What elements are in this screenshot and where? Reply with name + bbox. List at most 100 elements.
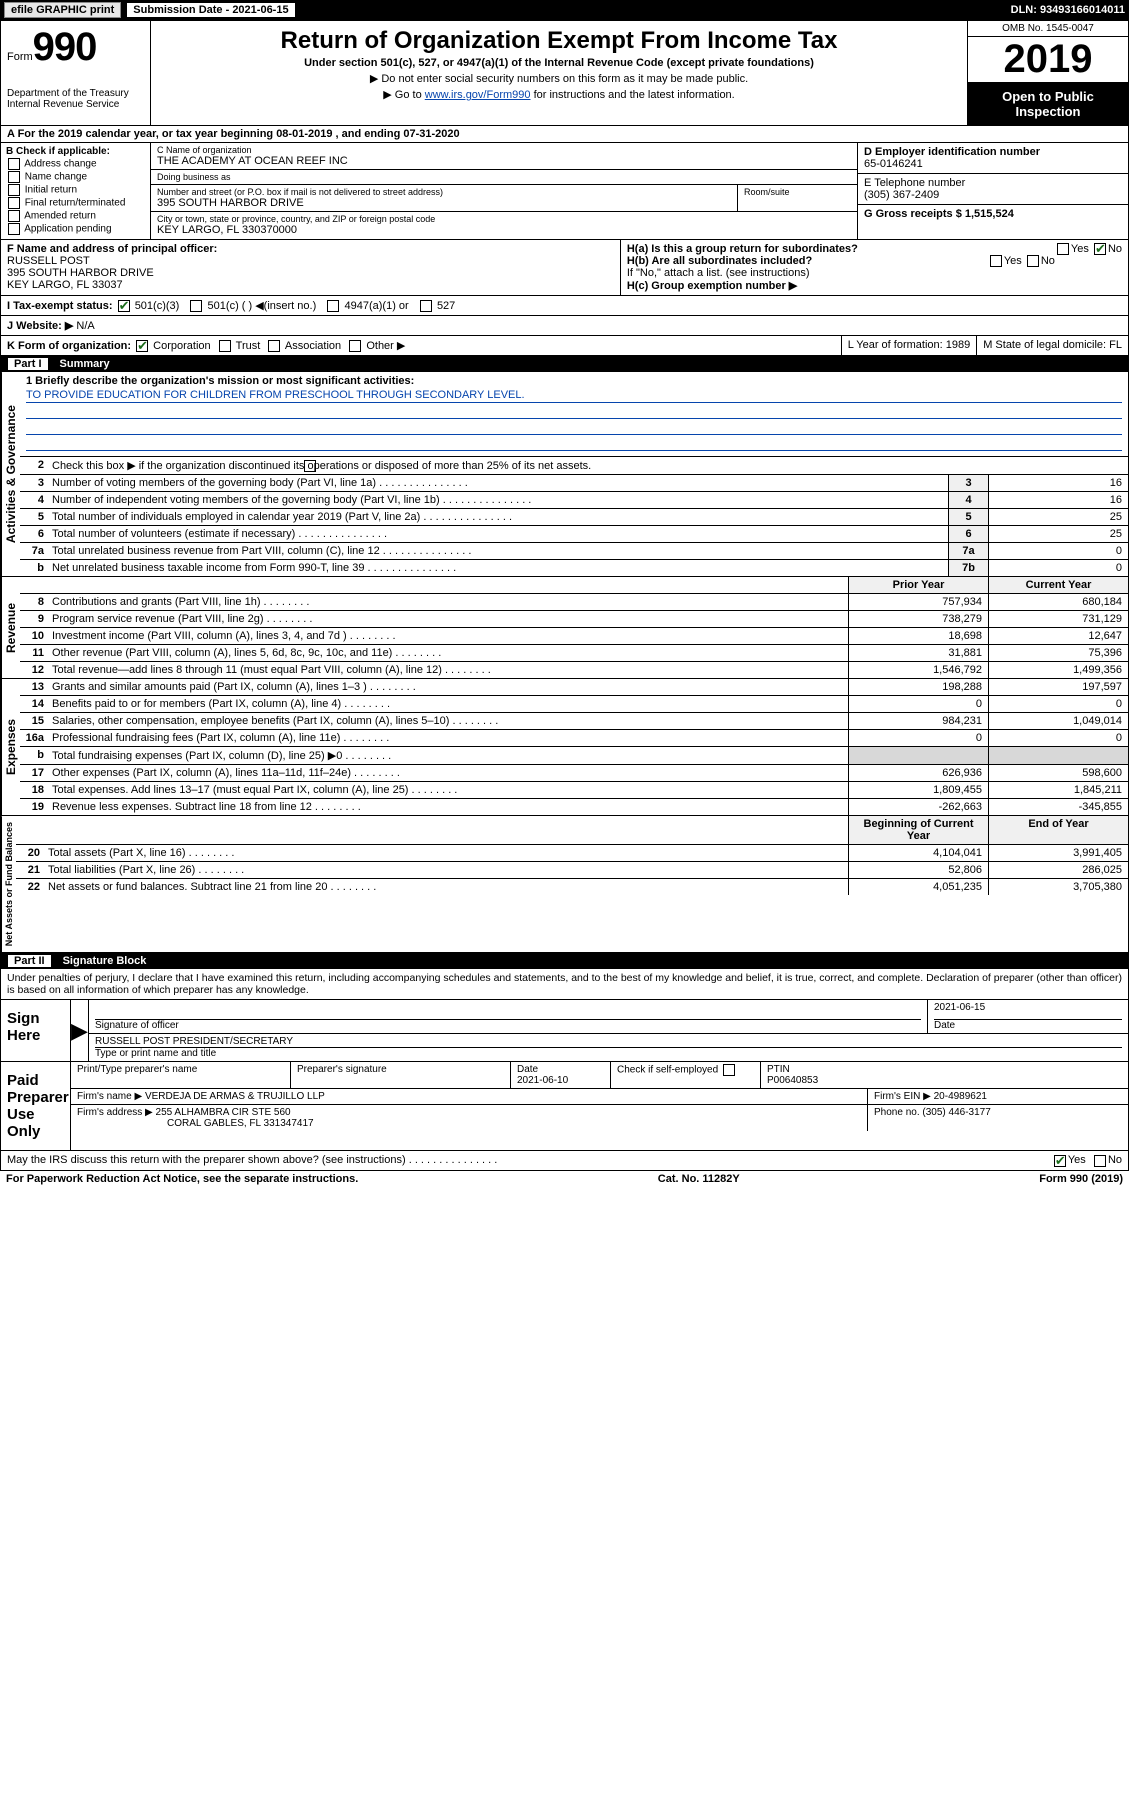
paid-preparer-label: Paid Preparer Use Only — [1, 1062, 71, 1150]
ha-yes-box[interactable] — [1057, 243, 1069, 255]
col-de: D Employer identification number 65-0146… — [858, 143, 1128, 239]
footer-mid: Cat. No. 11282Y — [658, 1173, 740, 1185]
submission-date: Submission Date - 2021-06-15 — [127, 3, 294, 17]
c-name-label: C Name of organization — [157, 145, 851, 155]
k-label: K Form of organization: — [7, 340, 131, 352]
row-num: 4 — [20, 492, 48, 508]
form-word: Form — [7, 51, 33, 63]
table-row: 20 Total assets (Part X, line 16) 4,104,… — [16, 845, 1128, 862]
row-prior: -262,663 — [848, 799, 988, 815]
irs-form990-link[interactable]: www.irs.gov/Form990 — [425, 89, 531, 101]
line2-text: Check this box ▶ if the organization dis… — [48, 457, 1128, 474]
row-current: 1,499,356 — [988, 662, 1128, 678]
street-label: Number and street (or P.O. box if mail i… — [157, 187, 731, 197]
ha-no-box[interactable] — [1094, 243, 1106, 255]
chk-amended[interactable]: Amended return — [6, 210, 145, 222]
ptin-value: P00640853 — [767, 1075, 818, 1086]
table-row: 18 Total expenses. Add lines 13–17 (must… — [20, 782, 1128, 799]
row-prior: 984,231 — [848, 713, 988, 729]
footer-right: Form 990 (2019) — [1039, 1173, 1123, 1185]
row-current: 0 — [988, 696, 1128, 712]
k-assoc-box[interactable] — [268, 340, 280, 352]
prep-date-value: 2021-06-10 — [517, 1075, 568, 1086]
row-num: b — [20, 560, 48, 576]
i-4947-box[interactable] — [327, 300, 339, 312]
part1-revenue: Revenue Prior Year Current Year 8 Contri… — [0, 577, 1129, 679]
chk-name-change[interactable]: Name change — [6, 171, 145, 183]
row-text: Total assets (Part X, line 16) — [44, 845, 848, 861]
city-label: City or town, state or province, country… — [157, 214, 851, 224]
row-text: Program service revenue (Part VIII, line… — [48, 611, 848, 627]
row-boxnum: 6 — [948, 526, 988, 542]
row-boxnum: 4 — [948, 492, 988, 508]
form-990-num: 990 — [33, 25, 97, 69]
row-num: 12 — [20, 662, 48, 678]
line1-label: 1 Briefly describe the organization's mi… — [26, 375, 414, 387]
f-addr1: 395 SOUTH HARBOR DRIVE — [7, 267, 154, 279]
table-row: 17 Other expenses (Part IX, column (A), … — [20, 765, 1128, 782]
part1-tag: Part I — [8, 358, 48, 370]
table-row: 12 Total revenue—add lines 8 through 11 … — [20, 662, 1128, 678]
row-num: 20 — [16, 845, 44, 861]
k-trust-box[interactable] — [219, 340, 231, 352]
row-prior: 18,698 — [848, 628, 988, 644]
row-num: 18 — [20, 782, 48, 798]
row-current: 1,845,211 — [988, 782, 1128, 798]
hb-yes-box[interactable] — [990, 255, 1002, 267]
firm-phone-value: (305) 446-3177 — [922, 1107, 990, 1118]
row-text: Number of voting members of the governin… — [48, 475, 948, 491]
hdr-prior-year: Prior Year — [848, 577, 988, 593]
part1-header: Part I Summary — [0, 356, 1129, 372]
row-prior: 1,809,455 — [848, 782, 988, 798]
ptin-label: PTIN — [767, 1064, 790, 1075]
row-text: Net unrelated business taxable income fr… — [48, 560, 948, 576]
i-527-box[interactable] — [420, 300, 432, 312]
vlabel-expenses: Expenses — [1, 679, 20, 815]
row-current: 3,705,380 — [988, 879, 1128, 895]
table-row: 11 Other revenue (Part VIII, column (A),… — [20, 645, 1128, 662]
hb-no-box[interactable] — [1027, 255, 1039, 267]
row-prior: 1,546,792 — [848, 662, 988, 678]
arrow-icon: ▶ — [71, 1000, 89, 1061]
room-label: Room/suite — [744, 187, 851, 197]
firm-addr1: 255 ALHAMBRA CIR STE 560 — [156, 1107, 291, 1118]
part2-header: Part II Signature Block — [0, 953, 1129, 969]
part1-expenses: Expenses 13 Grants and similar amounts p… — [0, 679, 1129, 816]
note-link: ▶ Go to www.irs.gov/Form990 for instruct… — [159, 88, 959, 101]
k-other-box[interactable] — [349, 340, 361, 352]
vlabel-netassets: Net Assets or Fund Balances — [1, 816, 16, 952]
i-501c-box[interactable] — [190, 300, 202, 312]
mission-blank1 — [26, 405, 1122, 419]
row-current: 680,184 — [988, 594, 1128, 610]
form-subtitle: Under section 501(c), 527, or 4947(a)(1)… — [159, 57, 959, 69]
row-text: Net assets or fund balances. Subtract li… — [44, 879, 848, 895]
row-prior: 4,051,235 — [848, 879, 988, 895]
self-employed-box[interactable] — [723, 1064, 735, 1076]
i-501c3-box[interactable] — [118, 300, 130, 312]
section-fhijk: F Name and address of principal officer:… — [0, 240, 1129, 356]
check-self-label: Check if self-employed — [617, 1065, 718, 1076]
chk-application-pending[interactable]: Application pending — [6, 223, 145, 235]
row-value: 25 — [988, 509, 1128, 525]
discuss-yes-box[interactable] — [1054, 1155, 1066, 1167]
table-row: 19 Revenue less expenses. Subtract line … — [20, 799, 1128, 815]
chk-initial-return[interactable]: Initial return — [6, 184, 145, 196]
dba-label: Doing business as — [157, 172, 851, 182]
row-current: 75,396 — [988, 645, 1128, 661]
row-text: Grants and similar amounts paid (Part IX… — [48, 679, 848, 695]
chk-address-change[interactable]: Address change — [6, 158, 145, 170]
row-current: 197,597 — [988, 679, 1128, 695]
k-corp-box[interactable] — [136, 340, 148, 352]
discuss-no-box[interactable] — [1094, 1155, 1106, 1167]
line2-box[interactable] — [304, 460, 316, 472]
row-current: 731,129 — [988, 611, 1128, 627]
form-number: Form990 — [7, 25, 144, 70]
ha-label: H(a) Is this a group return for subordin… — [627, 243, 858, 255]
firm-name-label: Firm's name ▶ — [77, 1091, 142, 1102]
row-text: Total unrelated business revenue from Pa… — [48, 543, 948, 559]
row-num: 8 — [20, 594, 48, 610]
omb-number: OMB No. 1545-0047 — [968, 21, 1128, 37]
efile-print-button[interactable]: efile GRAPHIC print — [4, 2, 121, 18]
chk-final-return[interactable]: Final return/terminated — [6, 197, 145, 209]
gov-row: 6 Total number of volunteers (estimate i… — [20, 526, 1128, 543]
